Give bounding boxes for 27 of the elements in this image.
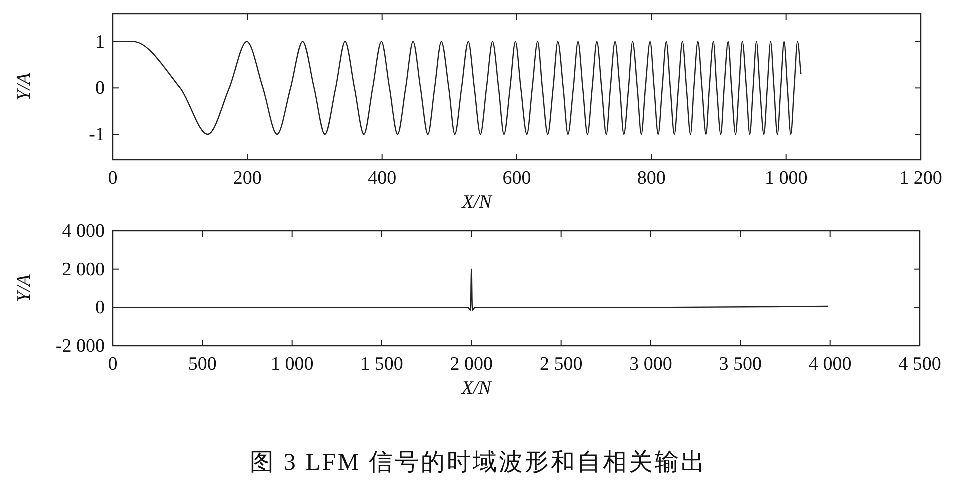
x-tick-label: 1 000 <box>764 168 808 189</box>
x-tick-label: 1 000 <box>270 354 314 375</box>
x-axis-title: X/N <box>461 192 494 213</box>
y-tick-label: 2 000 <box>62 259 105 280</box>
x-tick-label: 200 <box>233 168 262 189</box>
x-tick-label: 1 200 <box>900 168 942 189</box>
y-tick-label: 1 <box>96 32 105 53</box>
y-axis-title: Y/A <box>14 72 35 101</box>
y-tick-label: 4 000 <box>62 221 105 242</box>
x-tick-label: 800 <box>637 168 666 189</box>
x-tick-label: 500 <box>188 354 217 375</box>
x-tick-label: 4 500 <box>898 354 942 375</box>
x-axis-title: X/N <box>460 378 493 399</box>
x-tick-label: 3 500 <box>719 354 762 375</box>
x-tick-label: 2 000 <box>450 354 494 375</box>
y-tick-label: -1 <box>89 124 105 146</box>
x-tick-label: 1 500 <box>360 354 404 375</box>
y-tick-label: 0 <box>96 78 105 100</box>
x-tick-label: 400 <box>368 168 397 189</box>
y-tick-label: 0 <box>96 298 105 319</box>
x-tick-label: 4 000 <box>808 354 852 375</box>
x-tick-label: 3 000 <box>630 354 672 375</box>
y-axis-title: Y/A <box>14 274 35 302</box>
x-tick-label: 2 500 <box>540 354 583 375</box>
caption: 图 3 LFM 信号的时域波形和自相关输出 <box>250 449 708 476</box>
y-tick-label: -2 000 <box>56 336 105 357</box>
x-tick-label: 600 <box>502 168 532 189</box>
